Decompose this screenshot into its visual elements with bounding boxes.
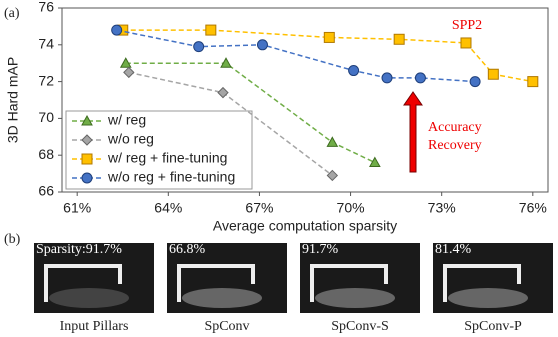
marker <box>218 88 228 98</box>
y-tick-label: 66 <box>38 183 54 199</box>
image-glow <box>49 288 129 308</box>
marker <box>82 154 92 164</box>
image-panel: Sparsity:91.7% Input Pillars 66.8% SpConv 91… <box>34 242 553 334</box>
image-caption: SpConv-P <box>464 319 522 334</box>
image-glow <box>315 288 395 308</box>
x-tick-label: 67% <box>245 200 273 216</box>
marker <box>415 73 425 83</box>
image-glow <box>182 288 262 308</box>
y-axis-title: 3D Hard mAP <box>5 57 21 143</box>
legend-label: w/ reg <box>107 112 146 128</box>
annotation: Accuracy <box>428 120 482 135</box>
page: (a) Average computation sparsity 3D Hard… <box>0 0 558 337</box>
marker <box>324 32 334 42</box>
marker <box>82 173 92 183</box>
sparsity-label: 91.7% <box>302 242 339 257</box>
y-tick-label: 70 <box>38 109 54 125</box>
marker <box>370 158 380 167</box>
marker <box>394 34 404 44</box>
panel-label: (a) <box>4 6 20 21</box>
sparsity-label: 66.8% <box>169 242 206 257</box>
sparsity-label: Sparsity:91.7% <box>36 242 122 257</box>
marker <box>528 77 538 87</box>
x-tick-label: 70% <box>337 200 365 216</box>
legend: w/ reg w/o reg w/ reg + fine-tuning w/o reg… <box>66 111 252 189</box>
marker <box>112 25 122 35</box>
marker <box>349 66 359 76</box>
figure: (a) Average computation sparsity 3D Hard… <box>0 0 558 337</box>
image-glow <box>448 288 528 308</box>
marker <box>206 25 216 35</box>
marker <box>470 77 480 87</box>
x-tick-label: 76% <box>519 200 547 216</box>
marker <box>461 38 471 48</box>
marker <box>382 73 392 83</box>
x-axis-title: Average computation sparsity <box>213 218 397 234</box>
marker <box>327 137 337 146</box>
y-tick-label: 76 <box>38 0 54 15</box>
marker <box>194 42 204 52</box>
legend-label: w/o reg <box>107 131 154 147</box>
marker <box>488 69 498 79</box>
arrow <box>404 92 422 172</box>
sparsity-label: 81.4% <box>435 242 472 257</box>
x-tick-label: 73% <box>428 200 456 216</box>
image-caption: SpConv-S <box>331 319 389 334</box>
legend-label: w/o reg + fine-tuning <box>107 169 235 185</box>
marker <box>124 67 134 77</box>
y-tick-label: 74 <box>38 36 54 52</box>
marker <box>257 40 267 50</box>
x-tick-label: 64% <box>154 200 182 216</box>
panel-label: (b) <box>4 232 21 247</box>
annotation: Recovery <box>428 138 482 153</box>
image-caption: SpConv <box>204 319 249 334</box>
annotation: SPP2 <box>452 18 482 33</box>
y-tick-label: 72 <box>38 72 54 88</box>
y-tick-label: 68 <box>38 146 54 162</box>
legend-label: w/ reg + fine-tuning <box>107 150 227 166</box>
image-caption: Input Pillars <box>60 319 129 334</box>
x-tick-label: 61% <box>63 200 91 216</box>
